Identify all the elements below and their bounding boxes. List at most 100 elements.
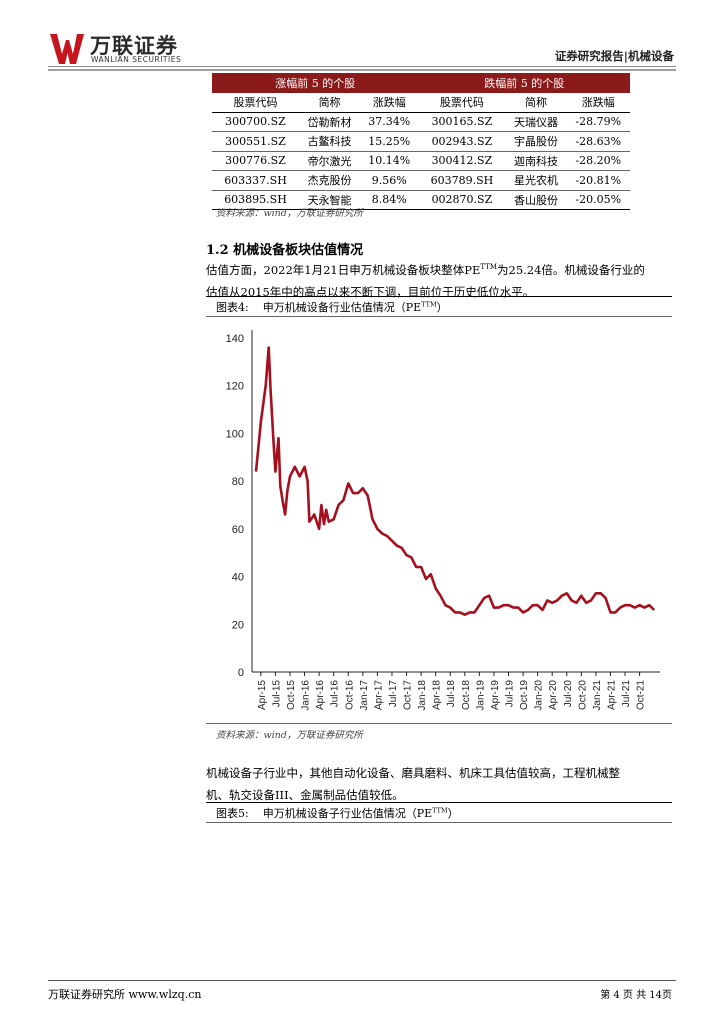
x-tick-label: Jan-17 [359,680,370,711]
subindustry-paragraph: 机械设备子行业中，其他自动化设备、磨具磨料、机床工具估值较高，工程机械整 机、轨… [206,762,672,806]
section-heading: 机械设备板块估值情况 [233,243,364,258]
superscript-ttm: TTM [480,263,497,271]
pe-ttm-line-chart: 0 20 40 60 80 100 120 140 Apr-15 Jul-15 Oct-15 Jan… [226,330,660,711]
paragraph-text: 为25.24倍。机械设备行业的 [497,262,645,277]
x-tick-label: Apr-16 [315,680,326,710]
x-tick-label: Jul-15 [271,680,282,708]
x-tick-label: Jul-17 [388,680,399,708]
figure-label: 图表4: [216,301,249,314]
x-tick-label: Jan-21 [592,680,603,711]
x-tick-label: Jul-21 [621,680,632,708]
table-cell: 15.25% [368,134,411,148]
table-cell: 603895.SH [224,193,287,207]
table-cell: 002870.SZ [431,193,493,207]
pe-series-line [254,346,656,616]
x-tick-label: Apr-19 [490,680,501,710]
y-tick-label: 100 [226,428,244,440]
table-cell: 9.56% [371,173,407,187]
footer-company-url: 万联证券研究所 www.wlzq.cn [48,988,202,1001]
table-row: 300551.SZ 古鳌科技 15.25% 002943.SZ 宇晶股份 -28.63% [212,132,630,151]
column-header: 涨跌幅 [360,93,419,113]
column-header: 股票代码 [212,93,299,113]
figure-caption-text: 申万机械设备行业估值情况（PE [262,301,422,314]
table-cell: 300700.SZ [225,115,286,129]
x-tick-label: Jan-18 [417,680,428,711]
table-cell: 300551.SZ [225,134,286,148]
paragraph-text: 估值方面，2022年1月21日申万机械设备板块整体PE [206,262,481,277]
table-cell: 300165.SZ [431,115,493,129]
table-cell: 603789.SH [430,173,494,187]
table-cell: 300412.SZ [431,154,493,168]
section-title: 1.2 机械设备板块估值情况 [206,239,363,258]
figure-bottom-rule [206,723,672,724]
x-tick-label: Oct-18 [461,680,472,710]
y-tick-label: 80 [232,476,244,488]
table-cell: 岱勒新材 [307,115,352,129]
paragraph-line: 估值方面，2022年1月21日申万机械设备板块整体PETTM为25.24倍。机械… [206,256,672,281]
figure4-caption: 图表4: 申万机械设备行业估值情况（PETTM） [216,299,448,315]
y-tick-label: 60 [232,524,244,536]
x-tick-label: Oct-16 [344,680,355,710]
report-category-label: 证券研究报告|机械设备 [554,49,674,63]
figure4-source-note: 资料来源：wind，万联证券研究所 [216,730,363,741]
x-tick-label: Jul-20 [563,680,574,708]
figure-top-rule [206,296,672,297]
x-tick-label: Jul-19 [504,680,515,708]
x-tick-label: Apr-21 [606,680,617,710]
x-tick-label: Oct-20 [577,680,588,710]
column-header: 简称 [299,93,361,113]
table-cell: 603337.SH [224,173,287,187]
table-cell: 香山股份 [513,193,558,207]
table-cell: 10.14% [368,154,411,168]
paragraph-line: 机、轨交设备III、金属制品估值较低。 [206,788,404,802]
losers-title: 跌幅前 5 的个股 [418,73,630,93]
wanlian-logo-icon [50,34,84,64]
table-cell: -28.63% [575,134,622,148]
figure-caption-text: 申万机械设备子行业估值情况（PE [262,807,433,820]
figure5-caption-rule [206,822,672,823]
footer-divider [48,980,676,981]
paragraph-line: 机械设备子行业中，其他自动化设备、磨具磨料、机床工具估值较高，工程机械整 [206,766,620,780]
figure5-top-rule [206,802,672,803]
table-cell: -28.20% [575,154,622,168]
table-cell: 300776.SZ [225,154,286,168]
header-divider [48,66,676,67]
x-tick-label: Jul-16 [330,680,341,708]
top-movers-table: 涨幅前 5 的个股 跌幅前 5 的个股 股票代码 简称 涨跌幅 股票代码 简称 … [212,73,630,210]
figure-label: 图表5: [216,807,249,820]
table-cell: -20.05% [575,193,622,207]
y-tick-label: 140 [226,333,244,345]
figure-caption-text: ） [447,807,459,820]
column-header: 简称 [505,93,567,113]
x-tick-label: Oct-17 [403,680,414,710]
figure-caption-rule [206,316,672,317]
x-tick-label: Apr-15 [257,680,268,710]
x-tick-label: Oct-21 [636,680,647,710]
table-cell: 天瑞仪器 [513,115,558,129]
gainers-title: 涨幅前 5 的个股 [212,73,419,93]
paragraph-line: 估值从2015年中的高点以来不断下调，目前位于历史低位水平。 [206,284,535,299]
x-tick-label: Apr-17 [373,680,384,710]
x-tick-label: Apr-18 [432,680,443,710]
y-tick-label: 20 [232,619,244,631]
section-number: 1.2 [206,243,229,258]
table-cell: 杰克股份 [307,174,352,188]
table-cell: 8.84% [371,193,407,207]
x-tick-label: Jan-19 [475,680,486,711]
logo-english-name: WANLIAN SECURITIES [91,55,182,64]
x-tick-label: Oct-19 [519,680,530,710]
y-tick-label: 120 [226,381,244,393]
x-tick-label: Jan-16 [301,680,312,711]
table-row: 603337.SH 杰克股份 9.56% 603789.SH 星光农机 -20.81% [212,171,630,190]
valuation-paragraph: 估值方面，2022年1月21日申万机械设备板块整体PETTM为25.24倍。机械… [206,256,672,303]
table-cell: 帝尔激光 [307,154,352,168]
superscript-ttm: TTM [421,300,437,309]
figure5-caption: 图表5: 申万机械设备子行业估值情况（PETTM） [216,805,459,821]
table-cell: 古鳌科技 [307,135,352,149]
y-tick-label: 0 [238,667,244,679]
table-cell: 星光农机 [513,174,558,188]
table-cell: 天永智能 [307,193,352,207]
superscript-ttm: TTM [432,806,448,815]
table-cell: 迦南科技 [513,154,558,168]
table-cell: 002943.SZ [431,134,493,148]
